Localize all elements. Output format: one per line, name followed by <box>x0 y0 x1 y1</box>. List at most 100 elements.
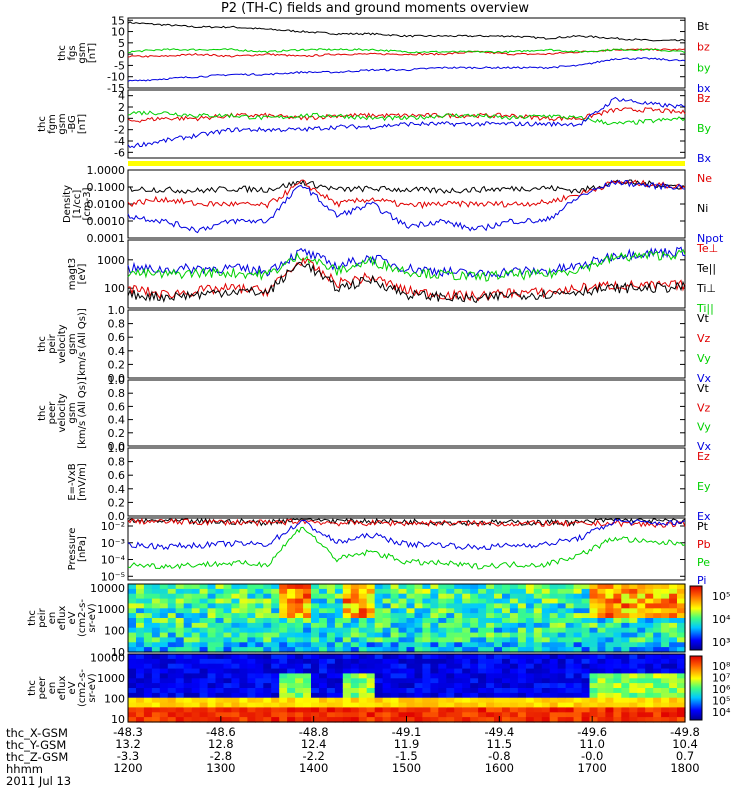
spectrogram-cell <box>669 663 678 670</box>
spectrogram-cell <box>350 717 360 723</box>
y-tick-label: 0 <box>118 112 125 125</box>
spectrogram-cell <box>645 603 654 609</box>
spectrogram-cell <box>143 642 153 648</box>
spectrogram-cell <box>183 603 193 609</box>
spectrogram-cell <box>677 668 686 675</box>
spectrogram-cell <box>669 618 678 624</box>
spectrogram-cell <box>454 717 463 723</box>
spectrogram-cell <box>661 618 670 624</box>
spectrogram-cell <box>494 632 503 639</box>
spectrogram-cell <box>231 613 240 619</box>
spectrogram-cell <box>207 668 217 675</box>
spectrogram-cell <box>207 613 217 619</box>
spectrogram-cell <box>541 647 551 653</box>
spectrogram-cell <box>462 622 471 629</box>
spectrogram-cell <box>326 717 336 723</box>
spectrogram-cell <box>295 593 304 600</box>
spectrogram-cell <box>255 627 264 634</box>
spectrogram-cell <box>597 712 607 718</box>
spectrogram-cell <box>517 613 527 619</box>
spectrogram-cell <box>342 618 352 624</box>
spectrogram-cell <box>509 654 519 660</box>
spectrogram-cell <box>589 717 599 723</box>
spectrogram-cell <box>597 627 607 634</box>
y-axis-label: Pressure <box>67 528 78 571</box>
spectrogram-cell <box>525 712 535 718</box>
spectrogram-cell <box>175 688 185 694</box>
spectrogram-cell <box>669 654 678 660</box>
spectrogram-cell <box>454 654 463 660</box>
spectrogram-cell <box>255 613 264 619</box>
spectrogram-cell <box>183 688 193 694</box>
spectrogram-cell <box>366 637 376 643</box>
spectrogram-cell <box>342 668 352 675</box>
spectrogram-cell <box>167 608 177 614</box>
spectrogram-cell <box>366 663 376 670</box>
spectrogram-cell <box>422 654 431 660</box>
spectrogram-cell <box>645 668 654 675</box>
spectrogram-cell <box>382 588 392 595</box>
spectrogram-cell <box>565 627 575 634</box>
spectrogram-cell <box>175 618 185 624</box>
spectrogram-cell <box>541 658 551 665</box>
spectrogram-cell <box>565 654 575 660</box>
spectrogram-cell <box>295 632 304 639</box>
spectrogram-cell <box>255 598 264 605</box>
spectrogram-cell <box>382 678 392 684</box>
spectrogram-cell <box>319 603 328 609</box>
spectrogram-cell <box>287 608 296 614</box>
spectrogram-cell <box>677 673 686 679</box>
spectrogram-cell <box>326 663 336 670</box>
spectrogram-cell <box>541 673 551 679</box>
spectrogram-cell <box>311 678 320 684</box>
spectrogram-cell <box>541 588 551 595</box>
spectrogram-cell <box>613 712 622 718</box>
spectrogram-cell <box>589 654 599 660</box>
spectrogram-cell <box>382 673 392 679</box>
spectrogram-cell <box>159 654 169 660</box>
spectrogram-cell <box>342 637 352 643</box>
spectrogram-cell <box>175 717 185 723</box>
spectrogram-cell <box>358 717 368 723</box>
spectrogram-cell <box>263 584 272 590</box>
spectrogram-cell <box>549 683 559 689</box>
spectrogram-cell <box>128 613 137 619</box>
spectrogram-cell <box>334 678 344 684</box>
spectrogram-cell <box>247 618 256 624</box>
y-tick-label: 10⁻³ <box>101 537 125 550</box>
spectrogram-cell <box>382 692 392 699</box>
spectrogram-cell <box>406 692 416 699</box>
spectrogram-cell <box>669 647 678 653</box>
spectrogram-cell <box>613 608 622 614</box>
spectrogram-cell <box>199 663 209 670</box>
spectrogram-cell <box>573 608 583 614</box>
spectrogram-cell <box>494 673 503 679</box>
spectrogram-cell <box>517 683 527 689</box>
spectrogram-cell <box>533 593 543 600</box>
spectrogram-cell <box>478 632 487 639</box>
spectrogram-cell <box>390 712 400 718</box>
spectrogram-cell <box>414 697 424 704</box>
spectrogram-cell <box>605 712 614 718</box>
spectrogram-cell <box>183 673 193 679</box>
spectrogram-cell <box>231 622 240 629</box>
spectrogram-cell <box>549 608 559 614</box>
spectrogram-cell <box>581 627 591 634</box>
spectrogram-cell <box>414 707 424 713</box>
spectrogram-cell <box>191 688 201 694</box>
spectrogram-cell <box>271 673 280 679</box>
spectrogram-cell <box>366 642 376 648</box>
spectrogram-cell <box>414 627 424 634</box>
spectrogram-cell <box>350 712 360 718</box>
spectrogram-cell <box>143 627 153 634</box>
spectrogram-cell <box>326 622 336 629</box>
y-tick-label: 0.2 <box>108 496 126 509</box>
spectrogram-cell <box>358 618 368 624</box>
spectrogram-cell <box>255 707 264 713</box>
spectrogram-cell <box>581 608 591 614</box>
spectrogram-cell <box>143 654 153 660</box>
spectrogram-cell <box>342 584 352 590</box>
spectrogram-cell <box>621 593 630 600</box>
spectrogram-cell <box>597 608 607 614</box>
spectrogram-cell <box>390 632 400 639</box>
